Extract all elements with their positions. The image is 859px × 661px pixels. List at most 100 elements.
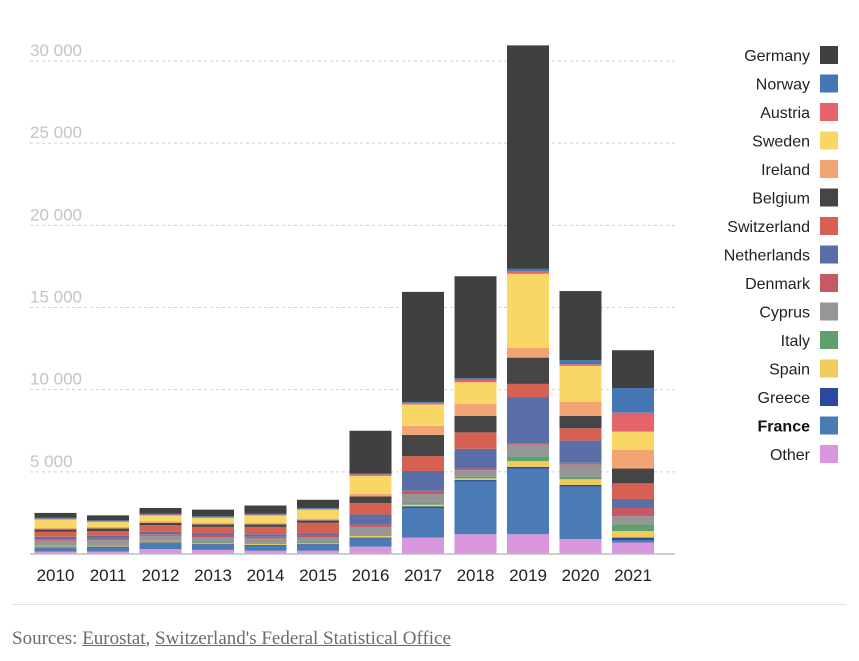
bar-segment	[454, 276, 497, 379]
bar-segment	[612, 507, 654, 517]
bar-segment	[507, 268, 549, 272]
bar-segment	[87, 540, 129, 545]
source-link-swiss-fso[interactable]: Switzerland's Federal Statistical Office	[155, 628, 451, 649]
bar-segment	[349, 535, 392, 536]
bar-segment	[192, 544, 234, 545]
bar-segment	[297, 537, 339, 543]
bar-segment	[612, 524, 654, 531]
bar-segment	[34, 519, 77, 528]
bar-segment	[559, 360, 602, 365]
bar-segment	[244, 544, 287, 545]
bar-segment	[402, 291, 444, 402]
bar-segment	[559, 484, 602, 487]
bar-segment	[34, 548, 77, 552]
legend-label: Italy	[781, 333, 810, 350]
bar-segment	[139, 549, 182, 554]
bar-segment	[612, 412, 654, 432]
bar-segment	[244, 524, 287, 527]
bar-segment	[507, 397, 549, 444]
bar-segment	[34, 546, 77, 548]
bar-segment	[244, 543, 287, 545]
y-tick-label: 10 000	[30, 370, 82, 389]
x-tick-label: 2020	[562, 566, 600, 585]
legend-label: Switzerland	[727, 219, 810, 236]
source-link-eurostat[interactable]: Eurostat	[82, 628, 146, 649]
bar-segment	[192, 522, 234, 525]
bar-segment	[87, 526, 129, 529]
bar-segment	[87, 544, 129, 546]
bar-segment	[507, 444, 549, 457]
legend-label: Ireland	[761, 162, 810, 179]
legend-label: Austria	[760, 105, 810, 122]
bar-segment	[349, 430, 392, 474]
bar-segment	[192, 517, 234, 523]
bar-segment	[139, 535, 182, 541]
bar-segment	[139, 521, 182, 523]
bar-segment	[454, 478, 497, 481]
bar-segment	[139, 515, 182, 522]
bar-segment	[612, 537, 654, 541]
legend-swatch	[820, 103, 838, 121]
bar-segment	[402, 456, 444, 472]
bar-segment	[192, 517, 234, 518]
bar-segment	[454, 480, 497, 482]
bar-segment	[454, 481, 497, 535]
bar-segment	[297, 535, 339, 538]
legend-swatch	[820, 160, 838, 178]
bar-segment	[612, 542, 654, 554]
bar-segment	[454, 379, 497, 383]
bar-segment	[612, 388, 654, 413]
y-tick-label: 20 000	[30, 205, 82, 224]
y-tick-label: 15 000	[30, 288, 82, 307]
x-tick-label: 2016	[352, 566, 390, 585]
bar-segment	[192, 544, 234, 550]
bar-segment	[297, 543, 339, 545]
bar-segment	[559, 291, 602, 361]
legend-swatch	[820, 416, 838, 435]
x-tick-label: 2010	[37, 566, 75, 585]
bar-segment	[297, 522, 339, 534]
bar-segment	[454, 468, 497, 471]
legend-swatch	[820, 331, 838, 349]
bar-segment	[87, 535, 129, 539]
bar-segment	[87, 521, 129, 527]
legend-swatch	[820, 359, 838, 378]
bar-segment	[507, 273, 549, 348]
x-tick-label: 2014	[247, 566, 285, 585]
legend: Germany Norway Austria Sweden Ireland Belgium…	[724, 46, 838, 464]
x-tick-label: 2011	[90, 566, 127, 585]
bar-segment	[34, 531, 77, 537]
bar-segment	[34, 547, 77, 549]
bar-segment	[87, 515, 129, 521]
bar-segment	[87, 551, 129, 554]
bar-segment	[87, 528, 129, 531]
bar-segment	[297, 542, 339, 544]
bar-segment	[244, 550, 287, 554]
bar-segment	[349, 496, 392, 504]
bar-segment	[297, 550, 339, 554]
bar-segment	[34, 536, 77, 540]
bar-segment	[507, 357, 549, 384]
bar-segment	[244, 544, 287, 546]
legend-label: Sweden	[752, 134, 810, 151]
bar-segment	[139, 522, 182, 526]
y-tick-label: 5 000	[30, 452, 73, 471]
bar-segment	[139, 531, 182, 535]
bar-segment	[297, 533, 339, 536]
stacked-bar-chart: 5 000 10 000 15 000 20 000 25 000 30 000 2010…	[30, 41, 838, 585]
bar-segment	[402, 404, 444, 426]
bar-segment	[244, 534, 287, 537]
bar-segment	[244, 526, 287, 535]
bar-segment	[139, 534, 182, 536]
bar-segment	[454, 432, 497, 449]
bar-segment	[612, 516, 654, 525]
bar-segment	[349, 535, 392, 538]
bar-segment	[454, 415, 497, 433]
bar-segment	[507, 466, 549, 469]
bar-segment	[349, 514, 392, 525]
bar-segment	[244, 505, 287, 514]
bar-segment	[244, 545, 287, 551]
bar-segment	[192, 516, 234, 518]
bar-segment	[139, 513, 182, 515]
bar-segment	[34, 539, 77, 541]
